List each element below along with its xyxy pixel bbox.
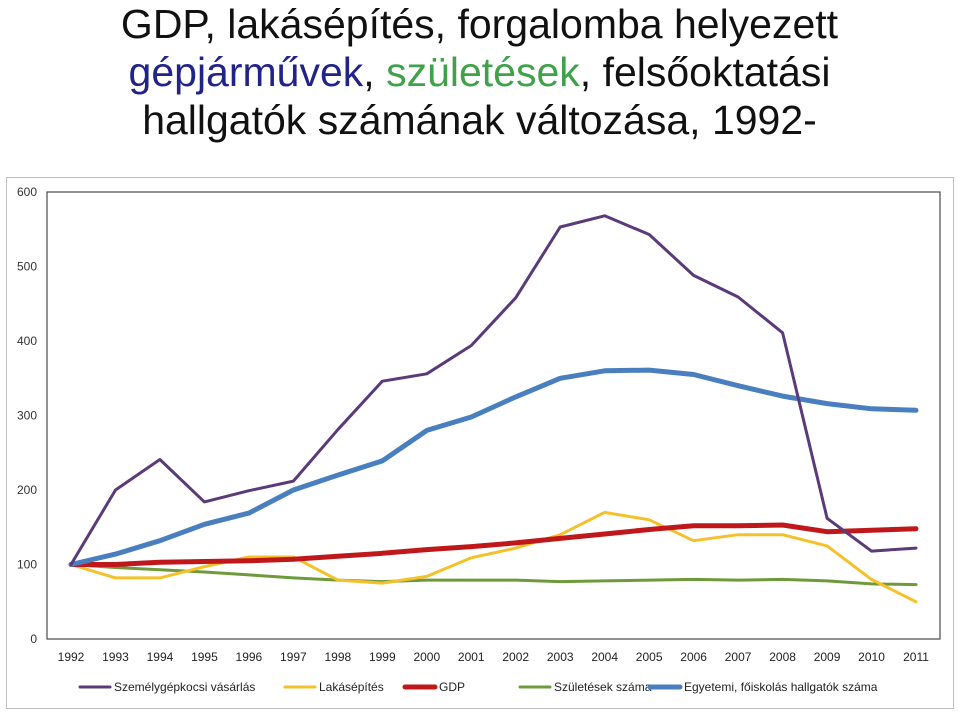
x-tick-label: 2001 <box>458 650 485 664</box>
title-word-vehicles: gépjárművek <box>128 49 364 95</box>
x-tick-label: 2000 <box>413 650 440 664</box>
title-line-1: GDP, lakásépítés, forgalomba helyezett <box>120 1 839 47</box>
title-word-births: születések <box>386 49 580 95</box>
y-tick-label: 200 <box>17 483 37 497</box>
y-tick-label: 100 <box>17 558 37 572</box>
legend-label: Egyetemi, főiskolás hallgatók száma <box>684 680 878 694</box>
title-word-higher-ed: , felsőoktatási <box>579 49 831 95</box>
series-line-0 <box>69 214 918 566</box>
y-tick-label: 500 <box>17 260 37 274</box>
plot-area <box>46 191 941 640</box>
x-tick-label: 2010 <box>858 650 885 664</box>
y-tick-label: 300 <box>17 409 37 423</box>
series-line-2 <box>68 522 919 567</box>
x-tick-label: 1999 <box>369 650 396 664</box>
series-line-4 <box>68 367 919 567</box>
legend-label: Lakásépítés <box>319 680 384 694</box>
x-tick-label: 2008 <box>769 650 796 664</box>
x-tick-label: 2005 <box>636 650 663 664</box>
x-tick-label: 1992 <box>58 650 85 664</box>
title-line-2: gépjárművek, születések, felsőoktatási <box>0 48 959 96</box>
x-tick-label: 2011 <box>903 650 929 664</box>
x-tick-label: 2003 <box>547 650 574 664</box>
chart-title: GDP, lakásépítés, forgalomba helyezett g… <box>0 0 959 144</box>
x-tick-label: 2007 <box>725 650 752 664</box>
title-line-3: hallgatók számának változása, 1992- <box>142 97 817 143</box>
title-comma-1: , <box>363 49 387 95</box>
x-tick-label: 2009 <box>814 650 841 664</box>
x-tick-label: 1998 <box>324 650 351 664</box>
y-tick-label: 0 <box>30 632 37 646</box>
x-tick-label: 2002 <box>502 650 529 664</box>
x-tick-label: 1997 <box>280 650 307 664</box>
series-line-3 <box>69 563 918 587</box>
chart-frame <box>6 177 954 709</box>
series-line-1 <box>69 510 918 604</box>
x-tick-label: 1994 <box>147 650 174 664</box>
x-tick-label: 1993 <box>102 650 129 664</box>
x-tick-label: 2006 <box>680 650 707 664</box>
legend-label: Születések száma <box>554 680 652 694</box>
legend-label: Személygépkocsi vásárlás <box>114 680 255 694</box>
x-tick-label: 1995 <box>191 650 218 664</box>
x-tick-label: 2004 <box>591 650 618 664</box>
legend-label: GDP <box>439 680 465 694</box>
x-tick-label: 1996 <box>236 650 263 664</box>
y-tick-label: 600 <box>17 185 37 199</box>
y-tick-label: 400 <box>17 334 37 348</box>
